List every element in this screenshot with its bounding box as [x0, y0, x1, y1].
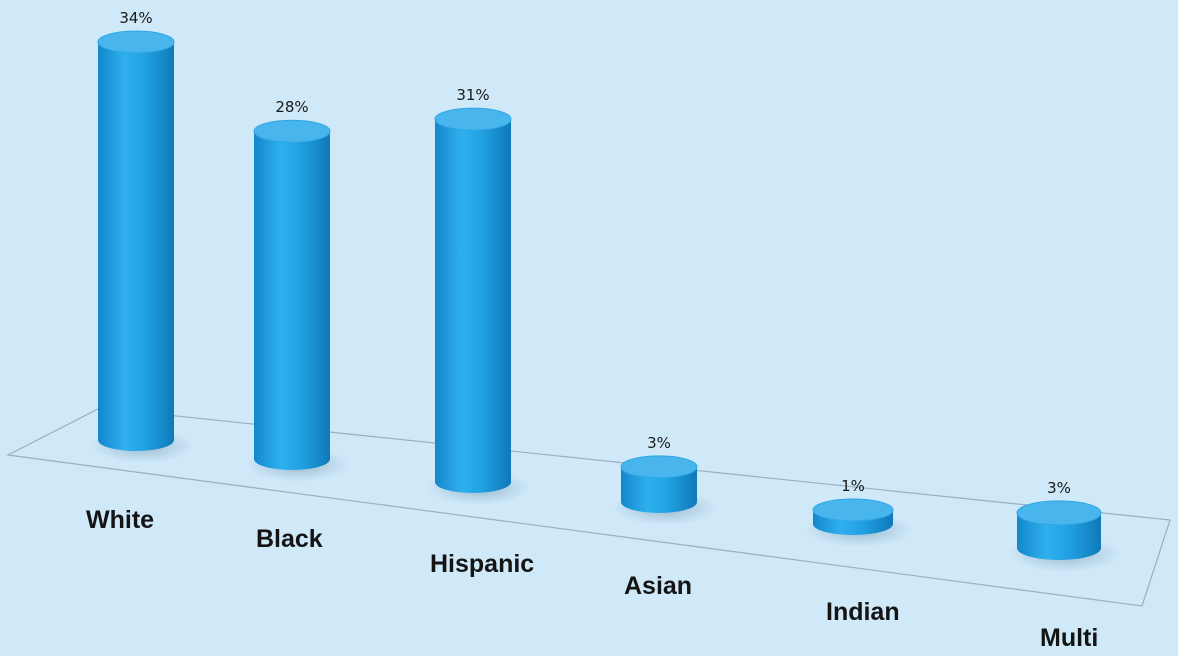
bar-body	[254, 131, 330, 470]
bar-top	[620, 455, 698, 479]
chart-bars	[90, 30, 1121, 572]
bar-body	[621, 466, 697, 513]
bar-top	[1016, 500, 1102, 526]
value-label-asian: 3%	[647, 434, 671, 452]
bar-top	[812, 498, 894, 522]
category-label-indian: Indian	[826, 598, 900, 626]
bar-multi	[1009, 500, 1121, 572]
bar-top	[253, 119, 331, 143]
bar-body	[1017, 512, 1101, 560]
chart-floor	[6, 407, 1171, 607]
bar-body	[435, 119, 511, 493]
bar-hispanic	[427, 107, 531, 505]
category-label-white: White	[86, 506, 154, 534]
bar-asian	[613, 455, 717, 525]
bar-body	[98, 42, 174, 451]
floor-plane	[6, 407, 1171, 607]
chart-labels: 34% White 28% Black 31% Hispanic 3% Asian 1% Indi…	[86, 9, 1098, 652]
category-label-multi: Multi	[1040, 624, 1098, 652]
value-label-indian: 1%	[841, 477, 865, 495]
value-label-black: 28%	[275, 98, 308, 116]
category-label-hispanic: Hispanic	[430, 550, 534, 578]
value-label-white: 34%	[119, 9, 152, 27]
bar-top	[97, 30, 175, 54]
bar-top	[434, 107, 512, 131]
bar-white	[90, 30, 194, 463]
value-label-multi: 3%	[1047, 479, 1071, 497]
category-label-black: Black	[256, 525, 323, 553]
value-label-hispanic: 31%	[456, 86, 489, 104]
bar-black	[246, 119, 350, 482]
category-label-asian: Asian	[624, 572, 692, 600]
bar-indian	[805, 498, 913, 547]
